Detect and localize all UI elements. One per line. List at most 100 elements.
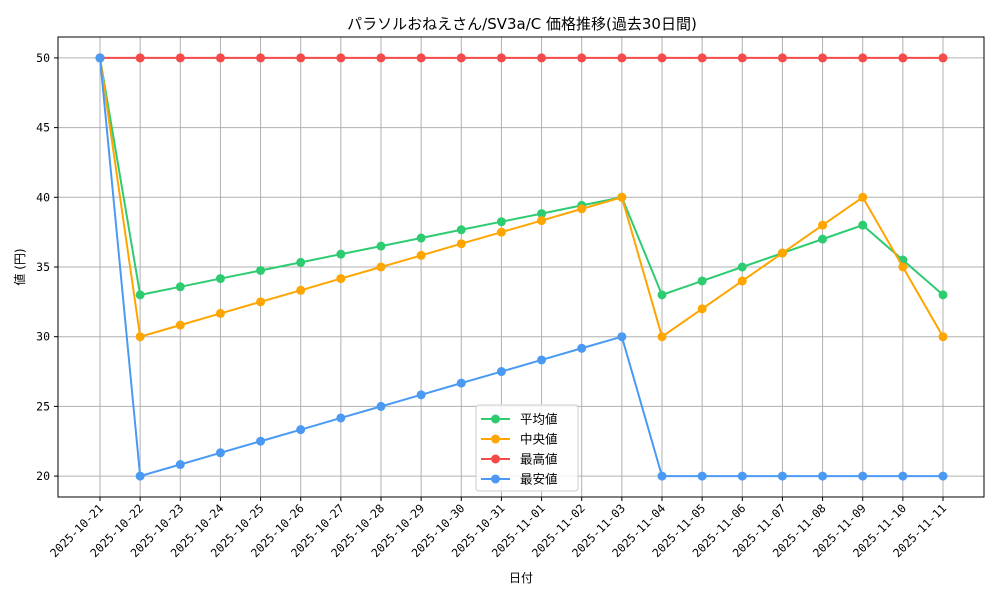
legend-label: 最高値 [520,452,558,467]
data-point [376,241,386,251]
data-point [537,355,547,365]
data-point [496,53,506,63]
data-point [336,53,346,63]
series-最安値 [95,53,948,481]
series-平均値 [95,53,948,300]
y-axis-label: 値 (円) [12,248,27,285]
data-point [577,204,587,214]
data-point [296,53,306,63]
data-point [496,367,506,377]
data-point [818,220,828,230]
data-point [818,471,828,481]
y-axis-ticks: 20 25 30 35 40 45 50 [36,51,58,483]
y-tick-label: 25 [36,399,50,413]
data-point [215,274,225,284]
legend-marker-icon [491,434,500,444]
data-point [737,53,747,63]
data-point [376,53,386,63]
data-point [456,378,466,388]
series-line [99,57,944,339]
data-point [938,471,948,481]
data-point [858,192,868,202]
data-point [456,225,466,235]
chart-title: パラソルおねえさん/SV3a/C 価格推移(過去30日間) [347,15,697,33]
data-point [537,209,547,219]
data-point [376,401,386,411]
data-point [777,53,787,63]
data-point [697,53,707,63]
data-point [617,192,627,202]
data-point [215,448,225,458]
legend-label: 中央値 [520,432,558,447]
data-point [898,262,908,272]
data-point [898,53,908,63]
data-point [135,471,145,481]
data-point [657,290,667,300]
data-point [416,53,426,63]
legend-box [475,404,579,492]
y-tick-label: 50 [36,51,50,65]
data-point [95,53,105,63]
data-point [617,332,627,342]
data-point [256,436,266,446]
data-point [577,343,587,353]
data-point [858,220,868,230]
data-point [175,320,185,330]
data-point [737,276,747,286]
data-point [697,304,707,314]
data-point [256,265,266,275]
data-point [416,250,426,260]
data-point [215,308,225,318]
data-point [416,390,426,400]
y-tick-label: 20 [36,469,50,483]
data-point [657,471,667,481]
data-point [336,249,346,259]
data-point [898,471,908,481]
legend-item: 中央値 [481,432,558,447]
data-point [858,53,868,63]
legend-marker-icon [491,454,500,464]
series-最高値 [95,53,948,63]
data-point [818,234,828,244]
data-point [175,282,185,292]
y-tick-label: 45 [36,121,50,135]
series-中央値 [95,53,948,342]
data-point [456,53,466,63]
data-point [296,285,306,295]
data-point [697,471,707,481]
x-axis-ticks: 2025-10-212025-10-222025-10-232025-10-24… [47,497,949,560]
y-tick-label: 35 [36,260,50,274]
data-point [256,53,266,63]
data-point [376,262,386,272]
data-point [737,262,747,272]
data-point [938,53,948,63]
data-point [416,233,426,243]
legend-item: 最高値 [481,452,558,467]
data-point [135,332,145,342]
data-point [336,274,346,284]
data-point [496,227,506,237]
data-point [175,460,185,470]
data-point [537,53,547,63]
data-point [657,53,667,63]
data-point [135,290,145,300]
legend-marker-icon [491,474,500,484]
legend-item: 平均値 [481,412,558,427]
data-point [537,216,547,226]
data-point [135,53,145,63]
data-point [737,471,747,481]
data-point [858,471,868,481]
legend-label: 最安値 [520,472,558,487]
data-point [577,53,587,63]
data-point [336,413,346,423]
x-axis-label: 日付 [509,571,533,585]
data-point [617,53,627,63]
legend-marker-icon [491,414,500,424]
data-point [296,257,306,267]
data-point [777,471,787,481]
series-line [99,57,944,297]
data-point [818,53,828,63]
data-point [456,239,466,249]
data-point [777,248,787,258]
data-series [95,53,948,481]
